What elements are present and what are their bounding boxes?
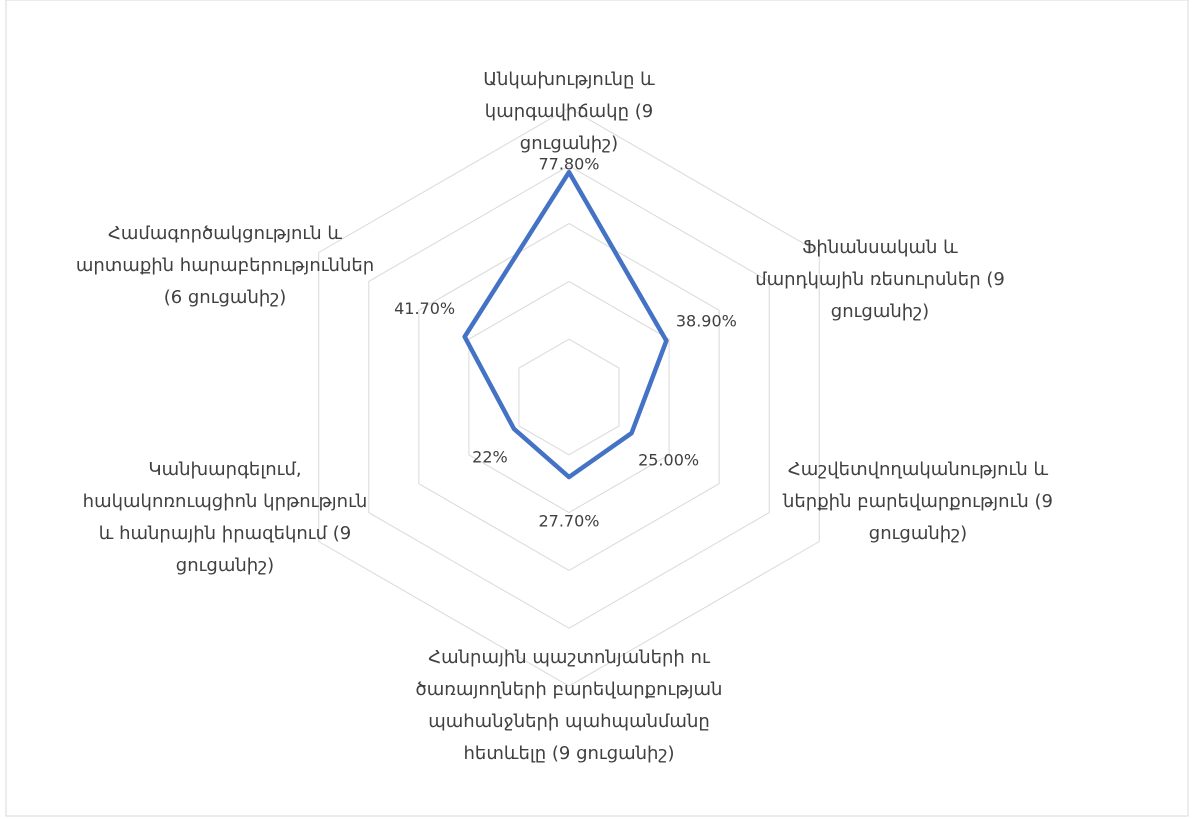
category-label: Ֆինանսական և մարդկային ռեսուրսներ (9 ցու… xyxy=(755,237,1005,322)
grid-ring xyxy=(368,165,770,629)
grid-ring xyxy=(318,107,820,687)
grid-ring xyxy=(418,223,720,571)
category-label: Հանրային պաշտոնյաների ու ծառայողների բար… xyxy=(415,647,723,764)
value-label: 41.70% xyxy=(394,299,455,318)
category-label: Անկախությունը և կարգավիճակը (9 ցուցանիշ) xyxy=(483,69,655,154)
value-label: 22% xyxy=(472,447,508,466)
value-label: 27.70% xyxy=(538,512,599,531)
category-label: Հաշվետվողականություն և ներքին բարեվարքու… xyxy=(782,459,1054,544)
grid-ring xyxy=(468,280,670,514)
category-label: Կանխարգելում, հակակոռուպցիոն կրթություն … xyxy=(82,459,368,576)
chart-frame xyxy=(5,0,1189,817)
value-label: 77.80% xyxy=(538,155,599,174)
category-label: Համագործակցություն և արտաքին հարաբերությ… xyxy=(75,223,375,308)
value-label: 38.90% xyxy=(676,311,737,330)
grid-ring xyxy=(518,338,620,456)
value-label: 25.00% xyxy=(638,451,699,470)
series-line xyxy=(462,169,669,480)
